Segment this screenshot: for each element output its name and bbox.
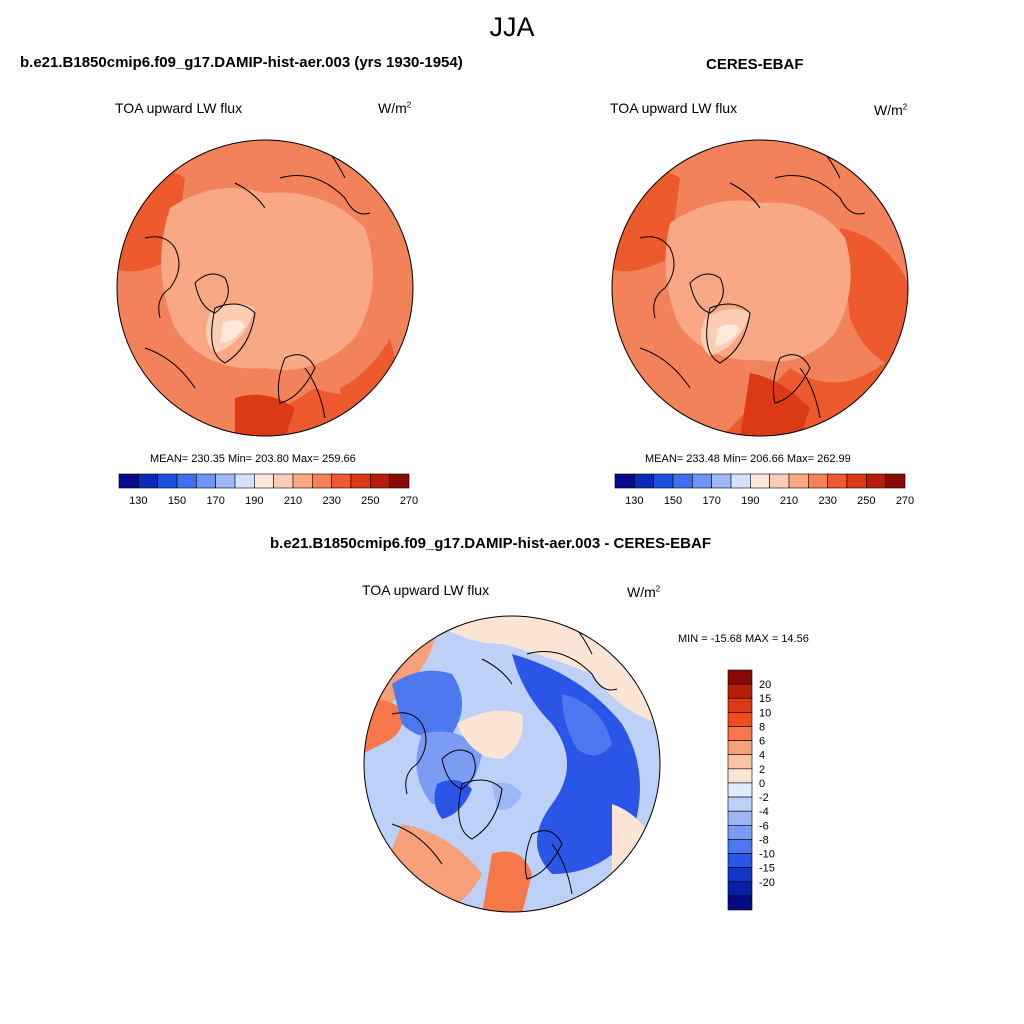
model-polar-map (116, 139, 414, 437)
diff-colorbar-box (727, 768, 753, 784)
diff-colorbar-box (727, 895, 753, 911)
diff-panel-title: b.e21.B1850cmip6.f09_g17.DAMIP-hist-aer.… (270, 535, 711, 552)
obs-colorbar-box (788, 473, 809, 489)
diff-variable-label: TOA upward LW flux (362, 582, 490, 598)
model-colorbar-box (389, 473, 410, 489)
diff-colorbar-tick-label: 6 (759, 736, 765, 748)
diff-colorbar-tick-label: -4 (759, 806, 769, 818)
diff-colorbar-box (727, 881, 753, 897)
diff-colorbar-box (727, 754, 753, 770)
diff-colorbar-box (727, 669, 753, 685)
diff-colorbar-box (727, 683, 753, 699)
model-colorbar-box (215, 473, 236, 489)
model-colorbar-box (157, 473, 178, 489)
diff-units-label: W/m2 (627, 584, 661, 600)
obs-colorbar-box (634, 473, 654, 489)
model-colorbar: 130 150 170 190 210 230 250 270 (118, 473, 418, 507)
diff-colorbar-tick-label: -15 (759, 863, 775, 875)
obs-colorbar-box (827, 473, 848, 489)
diff-colorbar-box (727, 867, 753, 883)
diff-colorbar-box (727, 712, 753, 727)
model-stats: MEAN= 230.35 Min= 203.80 Max= 259.66 (150, 453, 356, 465)
obs-colorbar-box (769, 473, 790, 489)
obs-polar-map (611, 139, 909, 437)
diff-colorbar-tick-label: -8 (759, 834, 769, 846)
model-colorbar-box (312, 473, 332, 489)
model-colorbar-box (196, 473, 216, 489)
diff-colorbar-box (727, 839, 753, 854)
model-panel-title: b.e21.B1850cmip6.f09_g17.DAMIP-hist-aer.… (20, 54, 463, 71)
model-variable-label: TOA upward LW flux (115, 100, 243, 116)
diff-colorbar-tick-label: 10 (759, 707, 771, 719)
diff-stats: MIN = -15.68 MAX = 14.56 (678, 633, 809, 645)
obs-units-label: W/m2 (874, 102, 908, 118)
obs-colorbar-tick-label: 130 (625, 495, 643, 507)
diff-colorbar-tick-label: 20 (759, 679, 771, 691)
diff-colorbar-box (727, 782, 753, 798)
obs-colorbar-box (692, 473, 712, 489)
obs-colorbar-box (885, 473, 906, 489)
diff-colorbar-tick-label: -20 (759, 877, 775, 889)
obs-colorbar-tick-label: 250 (857, 495, 875, 507)
model-units-label: W/m2 (378, 100, 412, 116)
diff-polar-map (363, 615, 661, 913)
model-colorbar-tick-label: 150 (168, 495, 186, 507)
obs-colorbar-box (750, 473, 770, 489)
model-colorbar-box (234, 473, 255, 489)
model-colorbar-tick-label: 250 (361, 495, 379, 507)
diff-colorbar-tick-label: -6 (759, 820, 769, 832)
obs-stats: MEAN= 233.48 Min= 206.66 Max= 262.99 (645, 453, 851, 465)
obs-colorbar-box (730, 473, 751, 489)
obs-colorbar-tick-label: 190 (741, 495, 759, 507)
model-colorbar-box (350, 473, 371, 489)
diff-colorbar-tick-label: 0 (759, 778, 765, 790)
diff-colorbar-tick-label: 4 (759, 750, 765, 762)
model-colorbar-tick-label: 270 (400, 495, 418, 507)
obs-colorbar-box (614, 473, 635, 489)
obs-colorbar-box (653, 473, 674, 489)
model-colorbar-box (273, 473, 294, 489)
model-colorbar-box (118, 473, 139, 489)
diff-colorbar-tick-label: 2 (759, 764, 765, 776)
model-colorbar-tick-label: 190 (245, 495, 263, 507)
obs-colorbar-box (866, 473, 886, 489)
obs-colorbar-tick-label: 270 (896, 495, 914, 507)
obs-colorbar-box (846, 473, 867, 489)
model-colorbar-box (176, 473, 197, 489)
model-colorbar-box (370, 473, 390, 489)
diff-colorbar-tick-label: -2 (759, 792, 769, 804)
model-colorbar-tick-label: 230 (322, 495, 340, 507)
model-colorbar-tick-label: 170 (206, 495, 224, 507)
diff-colorbar-box (727, 824, 753, 840)
model-colorbar-box (292, 473, 313, 489)
diff-colorbar-box (727, 726, 753, 741)
obs-panel-title: CERES-EBAF (706, 56, 804, 73)
obs-colorbar-tick-label: 170 (702, 495, 720, 507)
obs-colorbar-tick-label: 210 (780, 495, 798, 507)
diff-colorbar-tick-label: -10 (759, 849, 775, 861)
model-colorbar-box (254, 473, 274, 489)
diff-colorbar-tick-label: 8 (759, 721, 765, 733)
model-colorbar-box (138, 473, 158, 489)
diff-colorbar-tick-label: 15 (759, 693, 771, 705)
obs-colorbar-box (672, 473, 693, 489)
obs-colorbar-box (808, 473, 828, 489)
model-colorbar-tick-label: 210 (284, 495, 302, 507)
obs-colorbar-tick-label: 230 (818, 495, 836, 507)
model-colorbar-tick-label: 130 (129, 495, 147, 507)
diff-colorbar-box (727, 796, 753, 812)
obs-colorbar-box (711, 473, 732, 489)
model-colorbar-box (331, 473, 352, 489)
diff-colorbar-box (727, 810, 753, 826)
obs-variable-label: TOA upward LW flux (610, 100, 738, 116)
diff-colorbar-box (727, 853, 753, 868)
obs-colorbar: 130 150 170 190 210 230 250 270 (614, 473, 914, 507)
diff-colorbar-box (727, 740, 753, 756)
obs-colorbar-tick-label: 150 (664, 495, 682, 507)
season-title: JJA (489, 12, 535, 42)
diff-colorbar-box (727, 697, 753, 713)
